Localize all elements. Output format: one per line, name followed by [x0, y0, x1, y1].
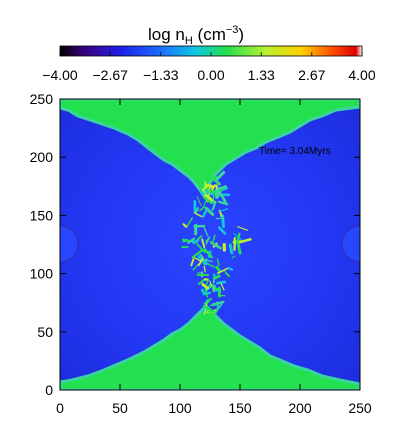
- filament-clump: [194, 207, 200, 214]
- x-tick-label: 50: [112, 400, 128, 416]
- filament-clump: [204, 191, 212, 196]
- colorbar-tick-label: −1.33: [143, 67, 179, 83]
- colorbar-tick-label: −4.00: [42, 67, 78, 83]
- filament-clump: [216, 170, 226, 181]
- filament-clump: [211, 284, 216, 292]
- filament-clump: [200, 258, 213, 263]
- filament-clump: [211, 234, 216, 245]
- chart-title: log nH (cm−3): [148, 24, 244, 47]
- x-tick-label: 150: [228, 400, 252, 416]
- filament-clump: [206, 310, 218, 317]
- colorbar-tick-label: 1.33: [248, 67, 275, 83]
- filament-clump: [203, 184, 215, 189]
- filament-clump: [197, 278, 205, 285]
- filament-clump: [195, 242, 206, 253]
- filament-clump: [232, 233, 242, 240]
- filament-clump: [203, 265, 206, 273]
- filament-clump: [211, 300, 225, 307]
- filament-clump: [220, 282, 225, 291]
- time-annotation: Time= 3.04Myrs: [259, 146, 331, 157]
- filament-clump: [201, 238, 206, 249]
- colorbar-ticks: −4.00 −2.67 −1.33 0.00 1.33 2.67 4.00: [42, 52, 376, 83]
- filament-clump: [216, 280, 227, 285]
- colorbar-tick-label: 2.67: [298, 67, 325, 83]
- filament-clump: [213, 286, 220, 292]
- y-tick-label: 50: [37, 324, 53, 340]
- filament-clump: [227, 266, 234, 271]
- right-source-circle: [341, 225, 360, 263]
- left-source-circle: [60, 225, 79, 263]
- filament-clump: [236, 232, 241, 244]
- y-tick-label: 0: [45, 382, 53, 398]
- filament-clump: [196, 196, 202, 207]
- colorbar-tick-label: 0.00: [197, 67, 224, 83]
- filament-clump: [217, 267, 229, 274]
- filament-clump: [214, 308, 219, 315]
- filament-clump: [205, 237, 210, 245]
- filament-clump: [212, 274, 221, 280]
- filament-clump: [200, 288, 206, 296]
- colorbar-tick-label: 4.00: [348, 67, 375, 83]
- filament-clump: [194, 212, 202, 218]
- filament-clump: [206, 297, 213, 304]
- x-tick-label: 250: [348, 400, 372, 416]
- filament-clump: [202, 304, 214, 313]
- filament-clump: [191, 239, 199, 244]
- filament-clump: [182, 223, 188, 228]
- y-tick-label: 200: [30, 149, 54, 165]
- x-axis-ticks: 0 50 100 150 200 250: [56, 99, 372, 416]
- filament-clump: [192, 263, 199, 271]
- filament-clump: [186, 217, 194, 227]
- filament-clump: [228, 243, 234, 255]
- x-tick-label: 200: [288, 400, 312, 416]
- filament-clump: [191, 249, 203, 259]
- filament-clump: [203, 248, 213, 259]
- y-axis-ticks: 0 50 100 150 200 250: [30, 91, 360, 398]
- filament-clump: [204, 180, 207, 188]
- filament-clump: [187, 237, 196, 244]
- filament-clump: [218, 208, 229, 213]
- filament-clump: [214, 179, 221, 185]
- filament-clump: [204, 287, 209, 298]
- filament-clump: [237, 226, 248, 231]
- x-tick-label: 100: [168, 400, 192, 416]
- colorbar-tick-label: −2.67: [92, 67, 128, 83]
- filament-clump: [211, 178, 216, 183]
- y-tick-label: 100: [30, 266, 54, 282]
- filament-clump: [203, 298, 209, 305]
- filament-clump: [212, 273, 217, 278]
- y-tick-label: 250: [30, 91, 54, 107]
- filament-clump: [203, 227, 209, 237]
- filament-clump: [231, 255, 236, 259]
- plot-frame: [59, 98, 361, 391]
- filament-clump: [206, 175, 218, 181]
- filament-clump: [199, 253, 205, 259]
- filament-clump: [197, 258, 204, 267]
- y-tick-label: 150: [30, 207, 54, 223]
- filament-clump: [190, 258, 195, 267]
- filament-clump: [236, 242, 242, 255]
- filament-clump: [224, 271, 230, 278]
- filament-clump: [201, 210, 208, 218]
- filament-clump: [198, 205, 205, 212]
- filament-clump: [205, 279, 210, 286]
- filament-clump: [218, 226, 227, 235]
- filament-clump: [216, 258, 220, 267]
- filament-clump: [218, 190, 227, 203]
- filament-clump: [211, 200, 217, 211]
- filament-clump: [204, 206, 215, 216]
- filament-clump: [217, 200, 229, 206]
- x-tick-label: 0: [56, 400, 64, 416]
- filament-clump: [215, 265, 222, 273]
- filament-clump: [208, 183, 212, 192]
- filament-clump: [238, 238, 252, 244]
- filament-clump: [212, 190, 215, 204]
- filament-clump: [205, 186, 210, 192]
- filament-clump: [203, 196, 213, 205]
- filament-clump: [221, 214, 225, 228]
- filament-clump: [201, 282, 209, 290]
- central-filament: [181, 170, 252, 317]
